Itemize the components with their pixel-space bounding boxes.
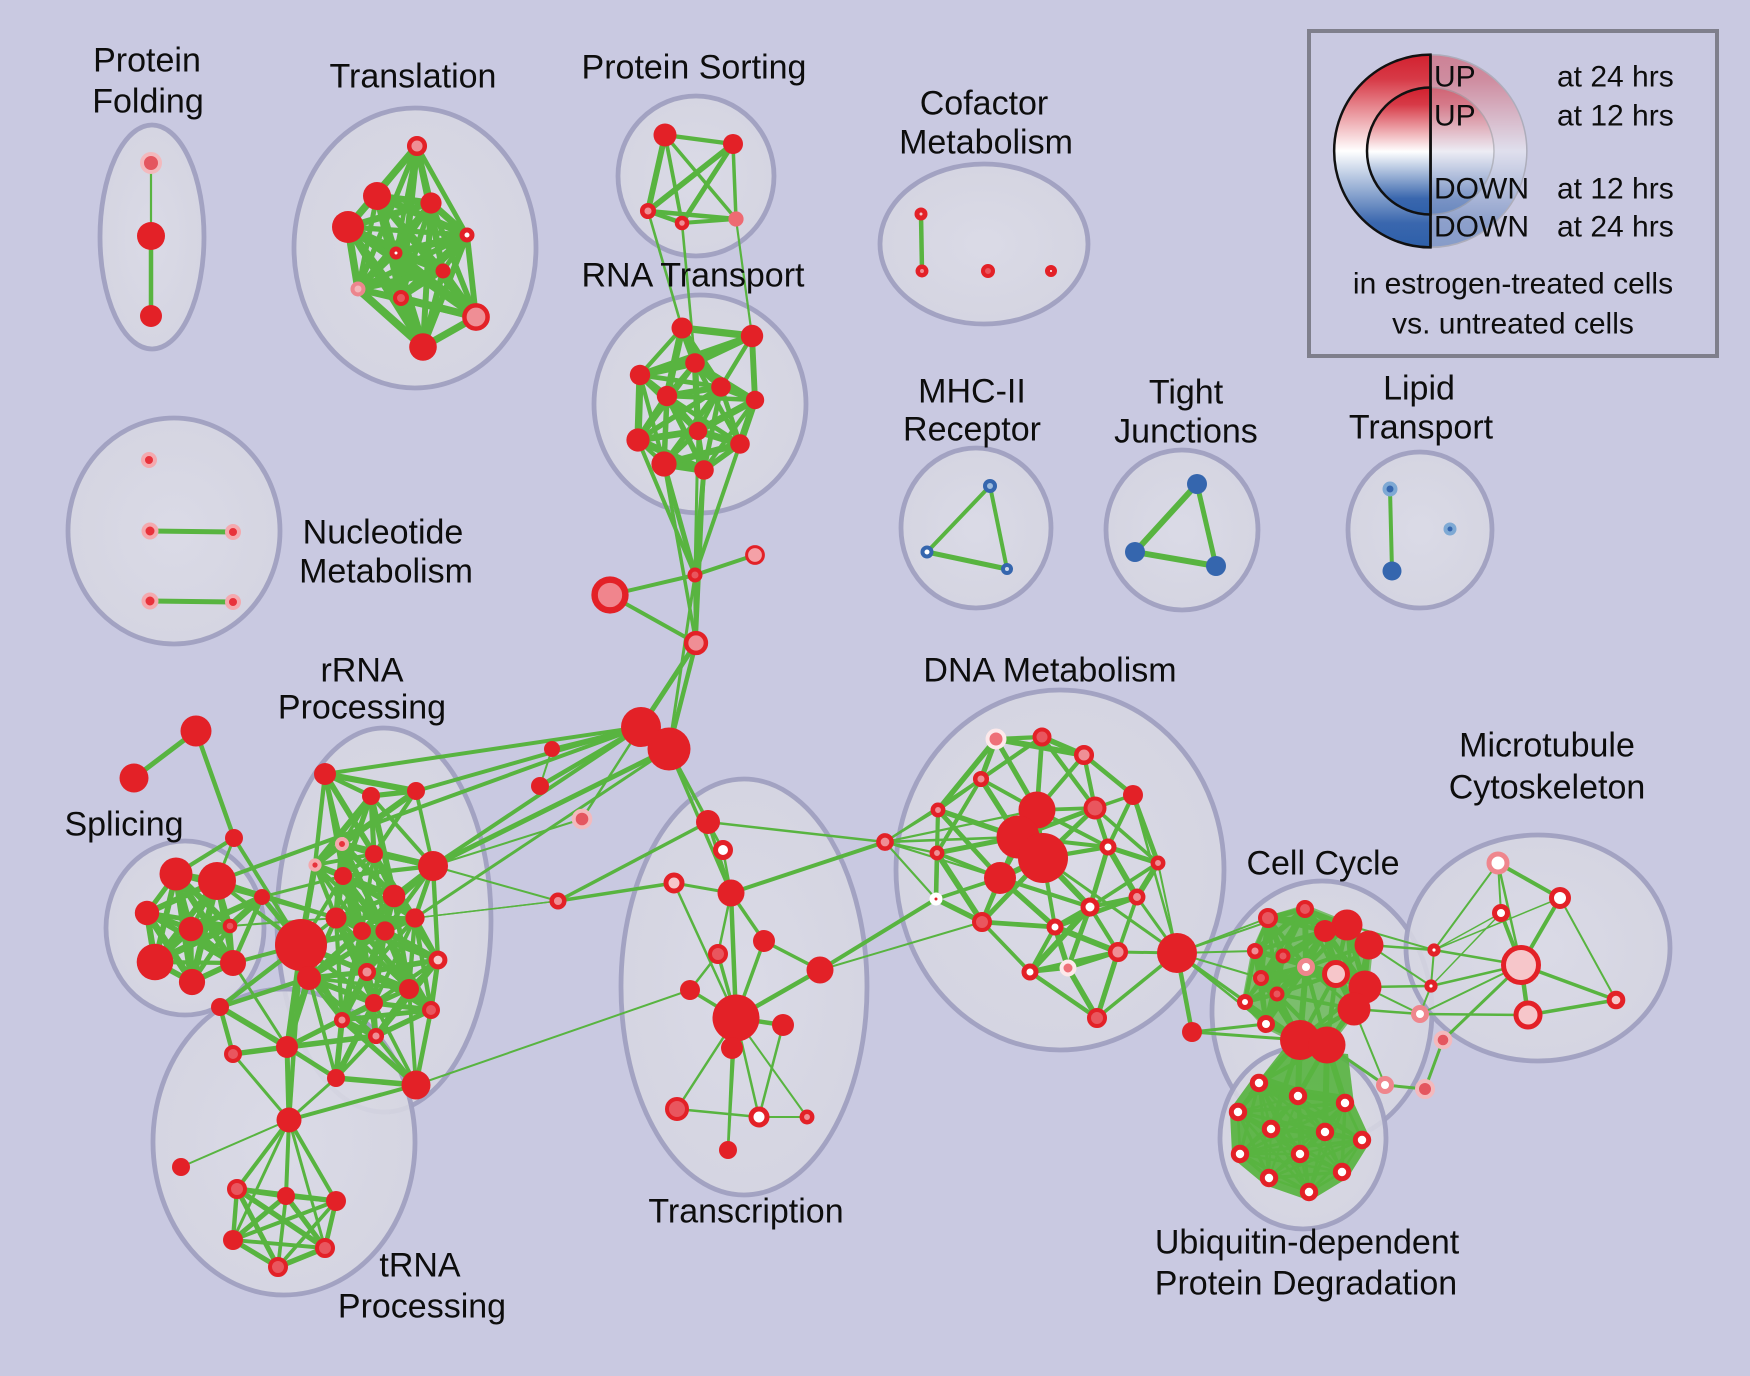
svg-text:DNA Metabolism: DNA Metabolism bbox=[923, 652, 1176, 690]
svg-text:vs. untreated cells: vs. untreated cells bbox=[1392, 307, 1634, 340]
svg-text:Transcription: Transcription bbox=[648, 1193, 843, 1231]
svg-text:Processing: Processing bbox=[338, 1288, 506, 1326]
svg-text:Nucleotide: Nucleotide bbox=[303, 514, 464, 552]
svg-text:DOWN: DOWN bbox=[1434, 210, 1529, 243]
svg-text:rRNA: rRNA bbox=[320, 652, 403, 690]
svg-text:Protein Sorting: Protein Sorting bbox=[582, 49, 807, 87]
svg-text:Cofactor: Cofactor bbox=[920, 85, 1049, 123]
svg-text:DOWN: DOWN bbox=[1434, 172, 1529, 205]
svg-text:Metabolism: Metabolism bbox=[299, 553, 473, 591]
svg-text:in estrogen-treated cells: in estrogen-treated cells bbox=[1353, 267, 1673, 300]
svg-text:Translation: Translation bbox=[330, 58, 497, 96]
svg-text:Junctions: Junctions bbox=[1114, 413, 1258, 451]
svg-text:at 12 hrs: at 12 hrs bbox=[1557, 99, 1674, 132]
svg-text:Cytoskeleton: Cytoskeleton bbox=[1449, 769, 1646, 807]
svg-text:UP: UP bbox=[1434, 60, 1476, 93]
svg-text:UP: UP bbox=[1434, 99, 1476, 132]
svg-text:RNA Transport: RNA Transport bbox=[582, 257, 806, 295]
svg-text:at 24 hrs: at 24 hrs bbox=[1557, 210, 1674, 243]
svg-text:Lipid: Lipid bbox=[1383, 370, 1455, 408]
svg-text:tRNA: tRNA bbox=[379, 1247, 461, 1285]
svg-text:Microtubule: Microtubule bbox=[1459, 727, 1635, 765]
svg-text:Processing: Processing bbox=[278, 689, 446, 727]
svg-text:at 24 hrs: at 24 hrs bbox=[1557, 60, 1674, 93]
svg-text:Cell Cycle: Cell Cycle bbox=[1246, 845, 1399, 883]
svg-text:Metabolism: Metabolism bbox=[899, 124, 1073, 162]
svg-text:MHC-II: MHC-II bbox=[918, 373, 1026, 411]
svg-text:Protein: Protein bbox=[93, 42, 201, 80]
svg-text:Folding: Folding bbox=[92, 83, 204, 121]
svg-text:Tight: Tight bbox=[1149, 374, 1224, 412]
svg-text:Splicing: Splicing bbox=[64, 806, 183, 844]
svg-text:Transport: Transport bbox=[1349, 409, 1494, 447]
svg-text:Protein Degradation: Protein Degradation bbox=[1155, 1265, 1457, 1303]
svg-text:Ubiquitin-dependent: Ubiquitin-dependent bbox=[1155, 1224, 1460, 1262]
svg-text:at 12 hrs: at 12 hrs bbox=[1557, 172, 1674, 205]
svg-text:Receptor: Receptor bbox=[903, 411, 1041, 449]
